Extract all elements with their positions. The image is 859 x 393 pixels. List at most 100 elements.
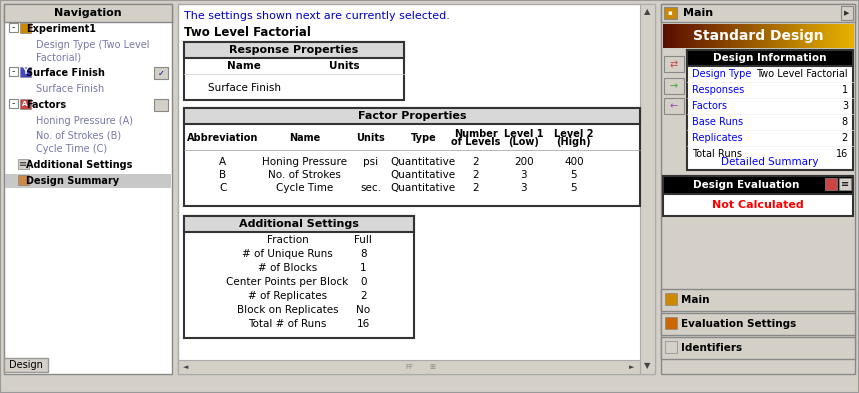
Bar xyxy=(842,24,844,48)
Text: 0: 0 xyxy=(360,277,367,287)
Bar xyxy=(184,108,640,124)
Text: of Levels: of Levels xyxy=(451,137,501,147)
Bar xyxy=(799,24,801,48)
Bar xyxy=(704,24,707,48)
Text: Y: Y xyxy=(22,68,28,77)
Bar xyxy=(806,24,808,48)
Text: Standard Design: Standard Design xyxy=(692,29,823,43)
Bar xyxy=(778,24,781,48)
Text: Identifiers: Identifiers xyxy=(681,343,742,353)
Bar xyxy=(640,4,655,374)
Bar xyxy=(727,24,729,48)
Bar xyxy=(20,99,31,109)
Text: Block on Replicates: Block on Replicates xyxy=(237,305,338,315)
Bar xyxy=(4,4,172,22)
Text: Design Summary: Design Summary xyxy=(26,176,119,186)
Bar xyxy=(825,178,837,190)
Bar xyxy=(687,50,853,170)
Bar xyxy=(676,24,679,48)
Bar xyxy=(828,24,831,48)
Bar xyxy=(9,67,18,76)
Bar xyxy=(818,24,820,48)
Text: ≡: ≡ xyxy=(841,179,849,189)
Bar xyxy=(838,24,841,48)
Text: Full: Full xyxy=(355,235,372,245)
Bar xyxy=(748,24,751,48)
Bar xyxy=(831,24,833,48)
Bar xyxy=(785,24,788,48)
Bar xyxy=(848,24,850,48)
Text: The settings shown next are currently selected.: The settings shown next are currently se… xyxy=(184,11,450,21)
Bar xyxy=(823,24,825,48)
Text: Units: Units xyxy=(329,61,359,71)
Text: Response Properties: Response Properties xyxy=(229,45,358,55)
Text: No: No xyxy=(356,305,370,315)
Bar xyxy=(783,24,786,48)
Text: 3: 3 xyxy=(521,183,527,193)
Text: 3: 3 xyxy=(842,101,848,111)
Text: →: → xyxy=(670,81,678,91)
Bar xyxy=(847,24,850,48)
Bar xyxy=(780,24,783,48)
Bar xyxy=(789,24,792,48)
Text: Additional Settings: Additional Settings xyxy=(239,219,359,229)
Text: 2: 2 xyxy=(472,183,479,193)
Bar xyxy=(665,293,677,305)
Text: Two Level Factorial: Two Level Factorial xyxy=(184,26,311,39)
Bar xyxy=(845,24,848,48)
Text: # of Unique Runs: # of Unique Runs xyxy=(242,249,333,259)
Text: Cycle Time: Cycle Time xyxy=(277,183,333,193)
Bar xyxy=(664,98,684,114)
Bar xyxy=(690,24,692,48)
Bar xyxy=(759,24,762,48)
Bar xyxy=(699,24,702,48)
Text: Number: Number xyxy=(454,129,497,139)
Bar xyxy=(734,24,737,48)
Bar xyxy=(154,67,168,79)
Bar xyxy=(664,78,684,94)
Bar xyxy=(737,24,740,48)
Text: Total # of Runs: Total # of Runs xyxy=(248,319,326,329)
Text: Total Runs: Total Runs xyxy=(692,149,742,159)
Bar xyxy=(788,24,790,48)
Bar xyxy=(707,24,710,48)
Bar xyxy=(20,23,31,33)
Bar xyxy=(746,24,748,48)
Text: 16: 16 xyxy=(356,319,370,329)
Text: 3: 3 xyxy=(521,170,527,180)
Bar xyxy=(684,24,686,48)
Text: Replicates: Replicates xyxy=(692,133,743,143)
Bar xyxy=(817,24,819,48)
Text: ⊞: ⊞ xyxy=(430,364,435,370)
Text: -: - xyxy=(12,99,15,108)
Bar xyxy=(769,24,771,48)
Bar xyxy=(750,24,752,48)
Text: -: - xyxy=(12,66,15,77)
Bar xyxy=(697,24,699,48)
Text: Base Runs: Base Runs xyxy=(692,117,743,127)
Bar xyxy=(709,24,711,48)
Bar xyxy=(834,24,837,48)
Bar xyxy=(714,24,716,48)
Bar xyxy=(757,24,759,48)
Bar xyxy=(739,24,741,48)
Text: Design: Design xyxy=(9,360,43,370)
Bar xyxy=(669,24,672,48)
Text: FF: FF xyxy=(405,364,413,370)
Bar xyxy=(178,4,655,374)
Bar xyxy=(774,24,777,48)
Bar xyxy=(664,56,684,72)
Bar xyxy=(851,24,854,48)
Text: Quantitative: Quantitative xyxy=(391,170,456,180)
Bar xyxy=(813,24,816,48)
Bar xyxy=(798,24,801,48)
Text: Experiment1: Experiment1 xyxy=(26,24,96,34)
Bar xyxy=(661,313,855,335)
Bar xyxy=(18,159,29,169)
Text: 8: 8 xyxy=(842,117,848,127)
Bar xyxy=(766,24,769,48)
Text: ✓: ✓ xyxy=(157,68,165,77)
Bar xyxy=(787,24,789,48)
Bar xyxy=(716,24,720,48)
Bar xyxy=(9,99,18,108)
